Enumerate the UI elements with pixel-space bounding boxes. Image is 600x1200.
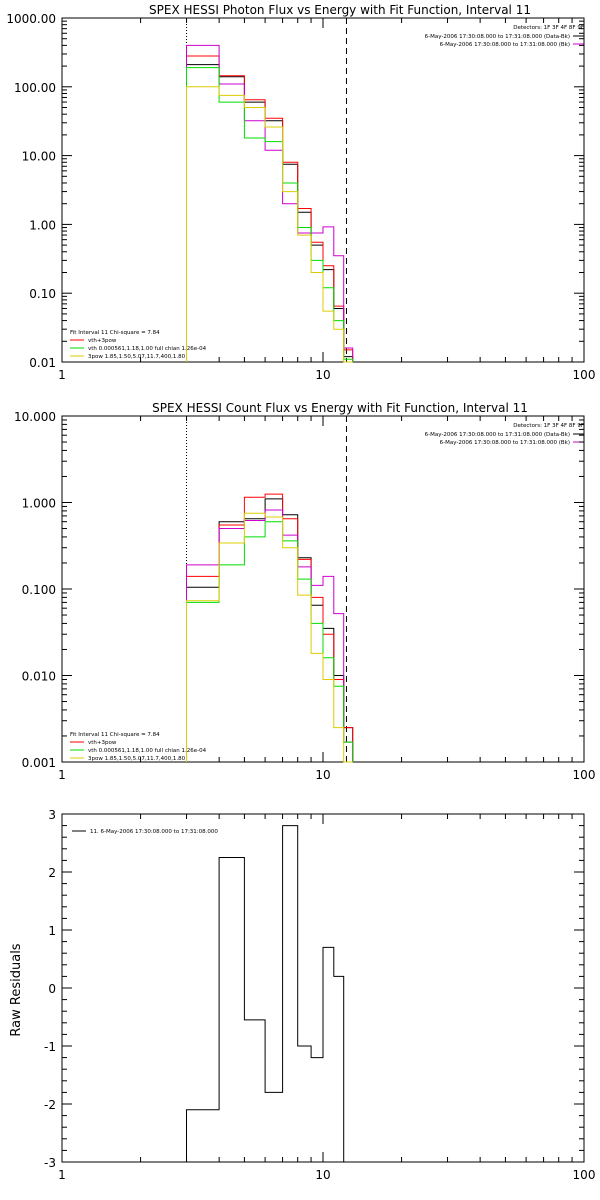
plot-frame	[61, 415, 585, 763]
y-tick-label: 1.00	[29, 218, 56, 232]
x-tick-label: 10	[315, 1168, 330, 1182]
plot-area-2: 1 10 100 0.001 0.010 0.100 1.000 10.000	[14, 410, 595, 782]
series-red	[186, 55, 354, 362]
x-tick-label: 1	[58, 1168, 66, 1182]
y-tick-label: -1	[44, 1040, 56, 1054]
legend-detectors: Detectors: 1F 3F 4F 8F 9F	[513, 25, 584, 31]
legend-vth: vth 0.000561,1.18,1.00 full chian 1.26e-…	[88, 346, 207, 352]
plot-area-1: 1 10 100 0.01 0.10 1.00 10.00 100.00 1000.00	[6, 12, 595, 382]
legend-top-photon: Detectors: 1F 3F 4F 8F 9F 6-May-2006 17:…	[425, 25, 584, 48]
series-yellow	[186, 86, 353, 363]
legend-top-count: Detectors: 1F 3F 4F 8F 9F 6-May-2006 17:…	[425, 423, 584, 446]
y-tick-label: -2	[44, 1098, 56, 1112]
series-yellow	[186, 512, 353, 763]
y-axis: 0.01 0.10 1.00 10.00 100.00 1000.00	[6, 12, 584, 370]
chart-title-photon: SPEX HESSI Photon Flux vs Energy with Fi…	[149, 3, 531, 17]
y-tick-label: 1.000	[22, 497, 56, 511]
y-tick-label: -3	[44, 1156, 56, 1170]
y-axis: -3 -2 -1 0 1 2 3	[44, 808, 584, 1170]
legend-fit-interval: Fit Interval 11 Chi-square = 7.84	[70, 732, 160, 738]
legend-model: vth+3pow	[88, 338, 117, 344]
series-green	[186, 67, 354, 362]
y-tick-label: 1000.00	[6, 12, 56, 26]
legend-3pow: 3pow 1.85,1.50,5.07,11.7,400,1.80	[88, 354, 186, 360]
plot-area-3: 1 10 100 -3 -2 -1 0 1 2 3	[44, 808, 595, 1182]
panel-residuals: Raw Residuals 11. 6-May-2006 17:30:08.00…	[9, 829, 218, 1037]
y-tick-label: 1	[48, 924, 56, 938]
y-tick-label: 3	[48, 808, 56, 822]
y-tick-label: 0.001	[22, 756, 56, 770]
legend-fit-interval: Fit Interval 11 Chi-square = 7.84	[70, 330, 160, 336]
legend-bk: 6-May-2006 17:30:08.000 to 17:31:08.000 …	[440, 440, 570, 446]
legend-residual: 11. 6-May-2006 17:30:08.000 to 17:31:08.…	[90, 829, 218, 835]
x-tick-label: 10	[315, 768, 330, 782]
series-black	[186, 498, 354, 762]
y-tick-label: 100.00	[14, 81, 56, 95]
legend-3pow: 3pow 1.85,1.50,5.07,11.7,400,1.80	[88, 756, 186, 762]
y-axis: 0.001 0.010 0.100 1.000 10.000	[14, 410, 584, 770]
y-tick-label: 2	[48, 866, 56, 880]
legend-model: vth+3pow	[88, 740, 117, 746]
y-tick-label: 0.010	[22, 670, 56, 684]
y-tick-label: 0	[48, 982, 56, 996]
x-tick-label: 1	[58, 768, 66, 782]
y-axis-label: Raw Residuals	[9, 943, 24, 1036]
legend-bottom-photon: Fit Interval 11 Chi-square = 7.84 vth+3p…	[70, 330, 207, 360]
panel-count-flux: SPEX HESSI Count Flux vs Energy with Fit…	[70, 401, 584, 762]
legend-detectors: Detectors: 1F 3F 4F 8F 9F	[513, 423, 584, 429]
legend-vth: vth 0.000561,1.18,1.00 full chian 1.26e-…	[88, 748, 207, 754]
legend-bk: 6-May-2006 17:30:08.000 to 17:31:08.000 …	[440, 42, 570, 48]
x-axis: 1 10 100	[58, 18, 595, 382]
y-tick-label: 10.00	[22, 150, 56, 164]
legend-bottom-count: Fit Interval 11 Chi-square = 7.84 vth+3p…	[70, 732, 207, 762]
series-green	[186, 521, 354, 762]
residual-series	[186, 825, 345, 1162]
y-tick-label: 0.01	[29, 356, 56, 370]
legend-data-bk: 6-May-2006 17:30:08.000 to 17:31:08.000 …	[425, 34, 570, 40]
series-magenta	[186, 509, 354, 762]
x-tick-label: 100	[573, 1168, 596, 1182]
x-axis: 1 10 100	[58, 814, 595, 1182]
y-tick-label: 0.10	[29, 287, 56, 301]
y-tick-label: 10.000	[14, 410, 56, 424]
panel-photon-flux: SPEX HESSI Photon Flux vs Energy with Fi…	[70, 3, 584, 360]
x-tick-label: 100	[573, 368, 596, 382]
legend-data-bk: 6-May-2006 17:30:08.000 to 17:31:08.000 …	[425, 432, 570, 438]
chart-title-count: SPEX HESSI Count Flux vs Energy with Fit…	[152, 401, 528, 415]
x-tick-label: 100	[573, 768, 596, 782]
x-tick-label: 10	[315, 368, 330, 382]
series-black	[186, 64, 354, 362]
x-axis: 1 10 100	[58, 416, 595, 782]
y-tick-label: 0.100	[22, 583, 56, 597]
series-magenta	[186, 44, 354, 362]
x-tick-label: 1	[58, 368, 66, 382]
